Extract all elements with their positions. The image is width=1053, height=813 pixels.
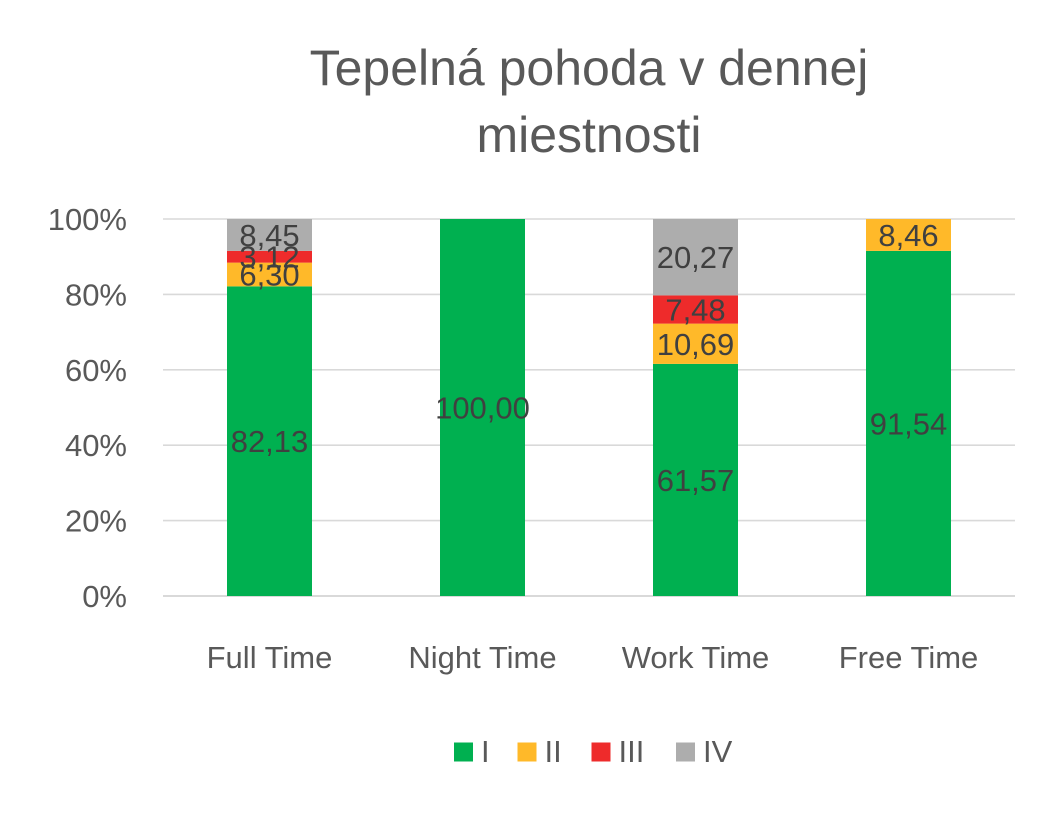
y-tick-label: 40% [65, 428, 127, 463]
data-label: 6,30 [239, 257, 299, 292]
data-label: 3,12 [239, 240, 299, 275]
data-label: 7,48 [665, 293, 725, 328]
y-axis-ticks: 0% 20% 40% 60% 80% 100% [48, 202, 127, 614]
data-label: 100,00 [435, 391, 530, 426]
data-label: 8,45 [239, 218, 299, 253]
y-tick-label: 0% [82, 579, 127, 614]
bar-segment [866, 250, 951, 596]
y-tick-label: 60% [65, 353, 127, 388]
bar-segment [227, 286, 312, 596]
legend-swatch [591, 742, 611, 762]
y-tick-label: 100% [48, 202, 127, 237]
legend-swatch [676, 742, 695, 762]
x-tick-label: Free Time [839, 640, 979, 675]
data-label: 20,27 [657, 240, 735, 275]
legend-label: II [545, 734, 562, 769]
y-tick-label: 80% [65, 277, 127, 312]
bar-segment [653, 363, 738, 596]
chart-title-line-2: miestnosti [476, 107, 701, 163]
x-tick-label: Work Time [622, 640, 770, 675]
bar-segment [440, 219, 525, 596]
bar-segment [227, 250, 312, 263]
legend-label: III [619, 734, 645, 769]
data-label: 82,13 [231, 424, 309, 459]
bar-segment [653, 219, 738, 296]
chart-title-line-1: Tepelná pohoda v dennej [310, 40, 869, 96]
bar-segment [227, 262, 312, 287]
legend-swatch [454, 742, 473, 762]
x-tick-label: Full Time [207, 640, 333, 675]
legend-label: IV [703, 734, 733, 769]
y-tick-label: 20% [65, 504, 127, 539]
legend: I II III IV [454, 734, 733, 769]
data-label: 10,69 [657, 327, 735, 362]
legend-label: I [481, 734, 490, 769]
data-label: 61,57 [657, 463, 735, 498]
bars [227, 219, 951, 596]
bar-segment [653, 323, 738, 364]
x-axis-ticks: Full Time Night Time Work Time Free Time [207, 640, 979, 675]
bar-segment [227, 219, 312, 251]
data-label: 8,46 [878, 218, 938, 253]
x-tick-label: Night Time [408, 640, 556, 675]
bar-segment [866, 219, 951, 251]
bar-segment [653, 295, 738, 324]
data-label: 91,54 [870, 406, 948, 441]
legend-swatch [517, 742, 537, 762]
data-labels: 82,13 6,303,128,45 100,00 61,57 10,697,48 20,… [231, 218, 948, 498]
